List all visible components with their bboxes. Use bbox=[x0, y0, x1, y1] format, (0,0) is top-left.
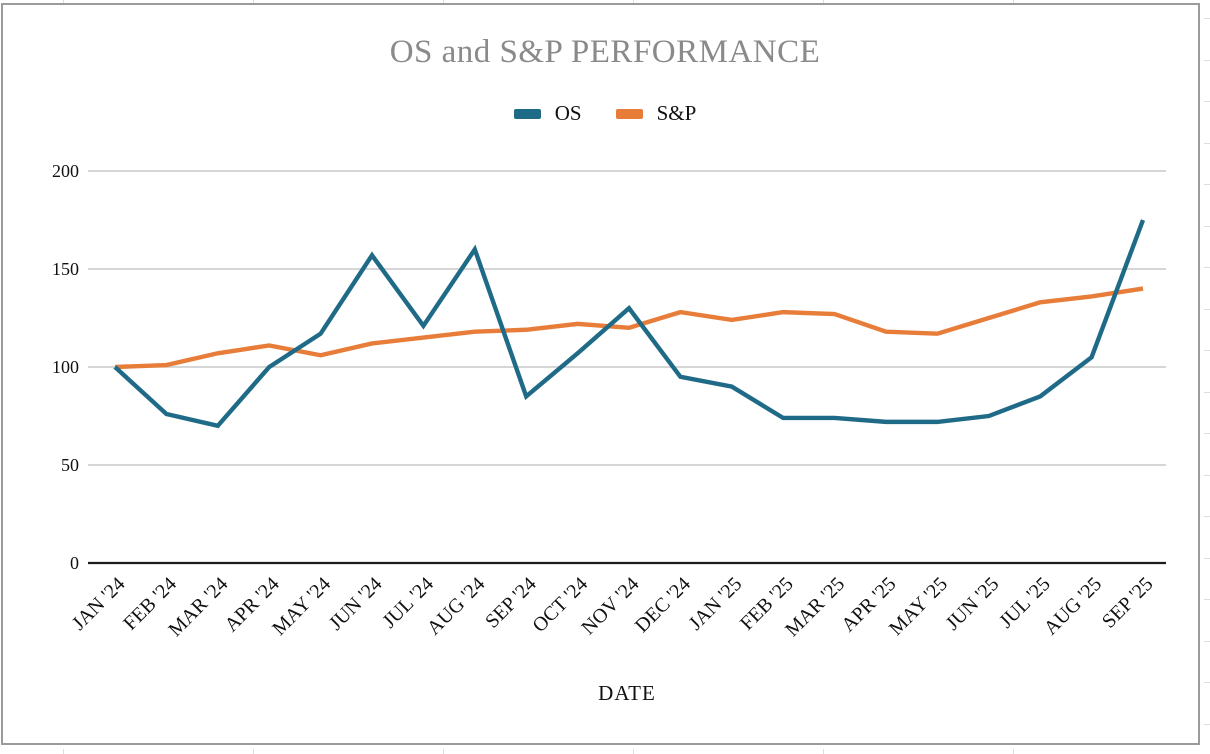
os-series-swatch bbox=[513, 108, 541, 119]
x-tick-label: NOV '24 bbox=[577, 573, 643, 639]
x-tick-label: AUG '25 bbox=[1040, 573, 1106, 639]
x-tick-label: JAN '25 bbox=[685, 573, 747, 635]
spreadsheet-gridline-fragment bbox=[1204, 101, 1210, 102]
y-tick-label: 200 bbox=[52, 161, 79, 181]
y-tick-label: 150 bbox=[52, 259, 79, 279]
series-line-sp bbox=[114, 286, 1144, 370]
chart-legend: OS S&P bbox=[0, 103, 1210, 124]
x-tick-label: DEC '24 bbox=[631, 573, 695, 637]
y-tick-label: 0 bbox=[70, 553, 79, 573]
spreadsheet-gridline-fragment bbox=[1204, 142, 1210, 144]
spreadsheet-gridline-fragment bbox=[1204, 516, 1210, 517]
spreadsheet-gridline-fragment bbox=[1013, 0, 1014, 3]
y-tick-label: 50 bbox=[61, 455, 79, 475]
spreadsheet-gridline-fragment bbox=[1204, 433, 1210, 434]
x-axis-title: DATE bbox=[598, 681, 656, 705]
spreadsheet-gridline-fragment bbox=[633, 0, 634, 3]
spreadsheet-gridline-fragment bbox=[1204, 267, 1210, 268]
spreadsheet-gridline-fragment bbox=[1204, 350, 1210, 351]
spreadsheet-gridline-fragment bbox=[1204, 599, 1210, 600]
spreadsheet-gridline-fragment bbox=[1013, 749, 1014, 754]
sp-series-swatch bbox=[615, 108, 643, 119]
spreadsheet-gridline-fragment bbox=[1204, 184, 1210, 185]
x-tick-label: JUN '24 bbox=[325, 573, 387, 635]
x-tick-label: AUG '24 bbox=[423, 573, 489, 639]
spreadsheet-gridline-fragment bbox=[443, 749, 444, 754]
spreadsheet-gridline-fragment bbox=[823, 0, 824, 3]
chart-object-frame[interactable] bbox=[1, 3, 1200, 745]
spreadsheet-gridline-fragment bbox=[63, 0, 64, 3]
chart-title: OS and S&P PERFORMANCE bbox=[389, 34, 821, 70]
spreadsheet-gridline-fragment bbox=[1204, 225, 1210, 227]
spreadsheet-gridline-fragment bbox=[1204, 308, 1210, 310]
y-tick-label: 100 bbox=[52, 357, 79, 377]
spreadsheet-gridline-fragment bbox=[1204, 723, 1210, 725]
spreadsheet-gridline-fragment bbox=[1204, 682, 1210, 683]
x-tick-label: JUN '25 bbox=[942, 573, 1004, 635]
spreadsheet-gridline-fragment bbox=[1204, 59, 1210, 61]
spreadsheet-gridline-fragment bbox=[633, 749, 634, 754]
legend-item-os: OS bbox=[513, 101, 582, 125]
legend-label-os: OS bbox=[554, 101, 582, 125]
spreadsheet-gridline-fragment bbox=[63, 749, 64, 754]
spreadsheet-gridline-fragment bbox=[1204, 391, 1210, 393]
spreadsheet-gridline-fragment bbox=[1204, 557, 1210, 559]
spreadsheet-gridline-fragment bbox=[823, 749, 824, 754]
spreadsheet-gridline-fragment bbox=[253, 749, 254, 754]
series-line-os bbox=[113, 219, 1146, 429]
spreadsheet-gridline-fragment bbox=[1204, 640, 1210, 642]
spreadsheet-gridline-fragment bbox=[1204, 474, 1210, 476]
x-tick-label: SEP '25 bbox=[1098, 573, 1158, 633]
spreadsheet-gridline-fragment bbox=[1204, 18, 1210, 19]
legend-item-sp: S&P bbox=[615, 101, 697, 125]
x-tick-label: JAN '24 bbox=[68, 573, 130, 635]
spreadsheet-gridline-fragment bbox=[443, 0, 444, 3]
legend-label-sp: S&P bbox=[656, 101, 697, 125]
spreadsheet-gridline-fragment bbox=[253, 0, 254, 3]
